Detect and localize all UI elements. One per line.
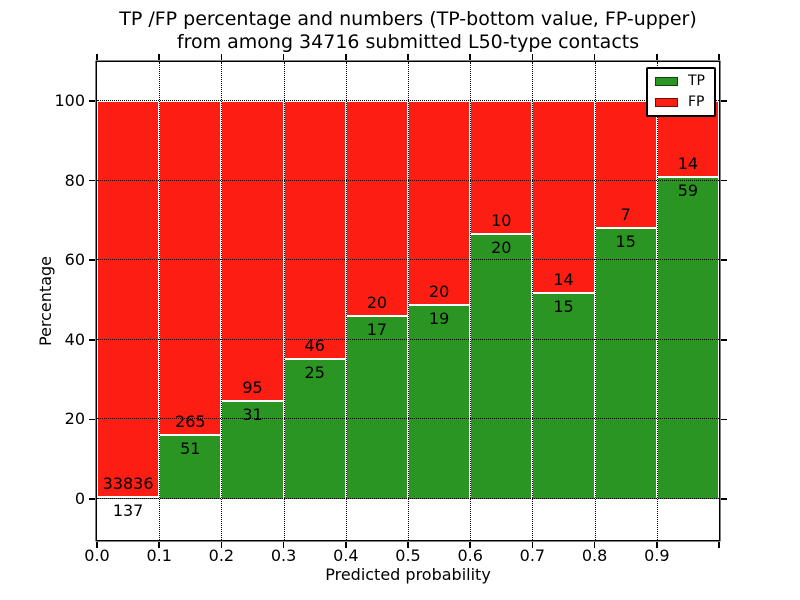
x-tick-mark-top [656, 54, 658, 60]
y-tick-mark [89, 100, 95, 102]
fp-count-label: 265 [175, 411, 206, 431]
annotations-layer: 33836 137 265 51 95 31 46 25 20 17 20 19 10 20 14 15 7 15… [97, 62, 719, 540]
y-tick-mark-right [721, 418, 727, 421]
plot-area: 33836 137 265 51 95 31 46 25 20 17 20 19 10 20 14 15 7 15… [54, 54, 727, 564]
y-tick-label: 20 [64, 409, 85, 429]
tp-count-label: 15 [553, 297, 574, 317]
y-tick-mark-right [721, 498, 727, 500]
fp-count-label: 20 [428, 282, 450, 302]
tp-count-label: 25 [304, 362, 325, 382]
y-tick-label: 100 [54, 91, 85, 110]
x-tick-label: 0.2 [208, 546, 235, 565]
x-tick-mark [220, 542, 223, 548]
y-tick-mark-right [721, 179, 727, 182]
tp-count-label: 17 [366, 320, 388, 340]
fp-bar-segment [470, 101, 533, 234]
x-tick-mark [531, 542, 534, 548]
x-tick-mark-top [469, 54, 471, 60]
x-tick-mark [407, 542, 409, 548]
x-tick-mark [656, 542, 658, 548]
y-tick-label: 40 [64, 329, 85, 349]
y-tick-mark-right [721, 259, 727, 261]
tp-bar-segment [221, 401, 284, 500]
tp-count-label: 137 [112, 501, 144, 521]
x-tick-label: 0.8 [581, 546, 608, 565]
y-tick-mark-right [721, 339, 727, 341]
x-axis-label: Predicted probability [325, 565, 491, 584]
fp-legend-swatch [655, 97, 678, 107]
chart-title-line2: from among 34716 submitted L50-type cont… [176, 31, 640, 53]
y-tick-mark [89, 418, 95, 421]
x-tick-label: 0.7 [519, 546, 546, 565]
x-tick-mark [345, 542, 347, 548]
chart-title-line1: TP /FP percentage and numbers (TP-bottom… [119, 8, 697, 30]
tp-bar-segment [470, 233, 533, 500]
fp-count-label: 95 [242, 378, 263, 398]
legend: TP FP [646, 67, 716, 117]
x-tick-mark [469, 542, 471, 548]
x-tick-mark-top [718, 54, 720, 60]
tp-count-label: 31 [242, 405, 263, 425]
x-tick-mark-top [531, 54, 534, 60]
fp-bar-segment [97, 101, 160, 498]
x-tick-mark-top [96, 54, 98, 60]
tp-bar-segment [159, 434, 222, 500]
x-tick-mark-top [593, 54, 596, 60]
fp-bar-segment [408, 101, 471, 306]
x-tick-mark [718, 542, 720, 548]
tp-legend-label: TP [688, 73, 705, 89]
fp-bar-segment [532, 101, 595, 294]
y-axis-label: Percentage [36, 255, 55, 347]
fp-count-label: 14 [553, 270, 574, 290]
chart-title: TP /FP percentage and numbers (TP-bottom… [97, 8, 719, 54]
x-tick-label: 0.0 [84, 546, 110, 565]
x-tick-mark [593, 542, 596, 548]
y-tick-mark-right [721, 100, 727, 102]
y-tick-mark [89, 179, 95, 182]
y-tick-mark [89, 259, 95, 261]
x-tick-label: 0.1 [146, 546, 172, 565]
y-tick-label: 60 [64, 250, 85, 270]
y-tick-mark [89, 498, 95, 500]
x-tick-mark-top [220, 54, 223, 60]
fp-count-label: 20 [366, 293, 388, 313]
fp-bar-segment [221, 101, 284, 402]
tp-count-label: 19 [428, 309, 450, 329]
fp-count-label: 10 [491, 210, 512, 230]
x-tick-label: 0.4 [333, 546, 359, 565]
x-tick-mark-top [282, 54, 285, 60]
fp-legend-label: FP [688, 94, 705, 110]
x-tick-mark-top [345, 54, 347, 60]
tp-count-label: 59 [677, 181, 699, 201]
y-tick-label: 80 [64, 170, 85, 190]
x-tick-mark [96, 542, 98, 548]
legend-entry-tp: TP [655, 74, 705, 88]
x-tick-mark [282, 542, 285, 548]
tp-bar-segment [656, 177, 719, 500]
x-tick-mark-top [407, 54, 409, 60]
fp-count-label: 7 [620, 204, 631, 224]
tp-count-label: 15 [615, 231, 636, 251]
tp-bar-segment [594, 227, 657, 500]
x-tick-label: 0.6 [457, 546, 483, 565]
legend-entry-fp: FP [655, 95, 705, 109]
x-tick-mark [158, 542, 160, 548]
tp-count-label: 51 [180, 438, 201, 458]
x-tick-label: 0.5 [395, 546, 421, 565]
x-tick-mark-top [158, 54, 160, 60]
x-tick-label: 0.9 [644, 546, 670, 565]
fp-count-label: 33836 [102, 474, 154, 494]
fp-count-label: 14 [677, 154, 699, 174]
y-tick-mark [89, 339, 95, 341]
tp-legend-swatch [655, 76, 678, 86]
bars-layer [97, 62, 719, 540]
x-tick-label: 0.3 [270, 546, 297, 565]
fp-count-label: 46 [304, 335, 325, 355]
tp-count-label: 20 [491, 237, 512, 257]
tp-bar-segment [345, 316, 408, 500]
y-tick-label: 0 [74, 489, 85, 508]
